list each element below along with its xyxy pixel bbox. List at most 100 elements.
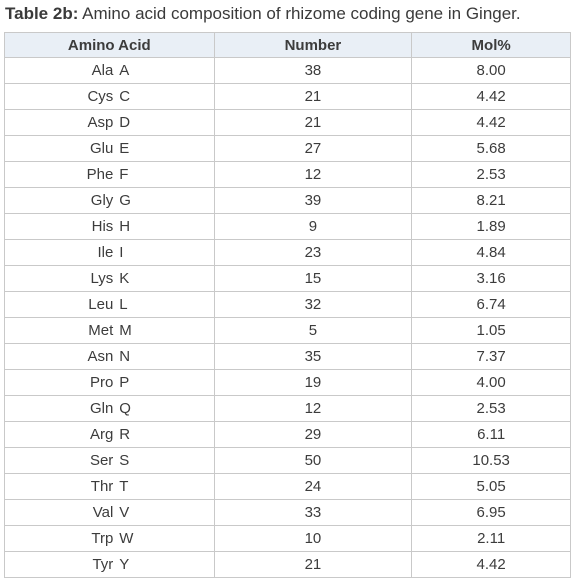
table-row: Gly G 39 8.21 <box>5 188 571 214</box>
table-row: Leu L 32 6.74 <box>5 292 571 318</box>
cell-mol-percent: 8.00 <box>412 58 571 84</box>
amino-acid-code: S <box>119 452 139 469</box>
cell-number: 10 <box>214 526 412 552</box>
cell-amino-acid: Pro P <box>5 370 215 396</box>
table-body: Ala A 38 8.00 Cys C 21 4.42 Asp D 21 4.42 Glu E 27 5.68… <box>5 58 571 578</box>
amino-acid-name: Cys <box>79 88 113 105</box>
cell-amino-acid: Asp D <box>5 110 215 136</box>
cell-number: 24 <box>214 474 412 500</box>
amino-acid-code: G <box>119 192 139 209</box>
amino-acid-name: His <box>79 218 113 235</box>
cell-mol-percent: 4.42 <box>412 84 571 110</box>
cell-mol-percent: 8.21 <box>412 188 571 214</box>
amino-acid-name: Pro <box>79 374 113 391</box>
cell-mol-percent: 6.95 <box>412 500 571 526</box>
cell-number: 15 <box>214 266 412 292</box>
cell-amino-acid: Tyr Y <box>5 552 215 578</box>
amino-acid-name: Val <box>79 504 113 521</box>
amino-acid-name: Tyr <box>79 556 113 573</box>
table-row: Pro P 19 4.00 <box>5 370 571 396</box>
table-caption-label: Table 2b: <box>5 4 78 23</box>
cell-amino-acid: Phe F <box>5 162 215 188</box>
table-row: Glu E 27 5.68 <box>5 136 571 162</box>
cell-mol-percent: 2.53 <box>412 396 571 422</box>
cell-mol-percent: 2.11 <box>412 526 571 552</box>
cell-number: 9 <box>214 214 412 240</box>
amino-acid-name: Gln <box>79 400 113 417</box>
cell-mol-percent: 4.42 <box>412 110 571 136</box>
amino-acid-code: E <box>119 140 139 157</box>
amino-acid-code: I <box>119 244 139 261</box>
cell-amino-acid: Arg R <box>5 422 215 448</box>
amino-acid-name: Gly <box>79 192 113 209</box>
cell-number: 29 <box>214 422 412 448</box>
table-row: Ile I 23 4.84 <box>5 240 571 266</box>
cell-amino-acid: Asn N <box>5 344 215 370</box>
cell-number: 35 <box>214 344 412 370</box>
cell-number: 21 <box>214 552 412 578</box>
amino-acid-code: L <box>119 296 139 313</box>
cell-amino-acid: Lys K <box>5 266 215 292</box>
amino-acid-name: Ser <box>79 452 113 469</box>
cell-mol-percent: 4.84 <box>412 240 571 266</box>
cell-amino-acid: Cys C <box>5 84 215 110</box>
cell-amino-acid: Val V <box>5 500 215 526</box>
cell-number: 12 <box>214 396 412 422</box>
table-row: Met M 5 1.05 <box>5 318 571 344</box>
table-row: Trp W 10 2.11 <box>5 526 571 552</box>
cell-number: 21 <box>214 110 412 136</box>
cell-number: 39 <box>214 188 412 214</box>
table-row: Arg R 29 6.11 <box>5 422 571 448</box>
amino-acid-code: R <box>119 426 139 443</box>
amino-acid-code: A <box>119 62 139 79</box>
cell-number: 19 <box>214 370 412 396</box>
cell-mol-percent: 4.42 <box>412 552 571 578</box>
amino-acid-code: F <box>119 166 139 183</box>
amino-acid-code: Y <box>119 556 139 573</box>
amino-acid-code: Q <box>119 400 139 417</box>
table-caption: Table 2b: Amino acid composition of rhiz… <box>5 3 521 25</box>
amino-acid-name: Phe <box>79 166 113 183</box>
cell-amino-acid: Gly G <box>5 188 215 214</box>
table-row: Phe F 12 2.53 <box>5 162 571 188</box>
table-row: Tyr Y 21 4.42 <box>5 552 571 578</box>
amino-acid-code: K <box>119 270 139 287</box>
amino-acid-code: C <box>119 88 139 105</box>
table-row: Lys K 15 3.16 <box>5 266 571 292</box>
cell-number: 12 <box>214 162 412 188</box>
table-row: Cys C 21 4.42 <box>5 84 571 110</box>
header-number: Number <box>214 33 412 58</box>
cell-number: 21 <box>214 84 412 110</box>
header-mol-percent: Mol% <box>412 33 571 58</box>
cell-mol-percent: 4.00 <box>412 370 571 396</box>
cell-number: 23 <box>214 240 412 266</box>
amino-acid-name: Ile <box>79 244 113 261</box>
amino-acid-name: Asn <box>79 348 113 365</box>
amino-acid-code: P <box>119 374 139 391</box>
cell-number: 33 <box>214 500 412 526</box>
cell-number: 38 <box>214 58 412 84</box>
cell-number: 50 <box>214 448 412 474</box>
amino-acid-name: Thr <box>79 478 113 495</box>
table-row: Gln Q 12 2.53 <box>5 396 571 422</box>
cell-mol-percent: 1.05 <box>412 318 571 344</box>
amino-acid-code: D <box>119 114 139 131</box>
amino-acid-name: Asp <box>79 114 113 131</box>
cell-amino-acid: His H <box>5 214 215 240</box>
amino-acid-name: Leu <box>79 296 113 313</box>
cell-mol-percent: 1.89 <box>412 214 571 240</box>
amino-acid-table: Amino Acid Number Mol% Ala A 38 8.00 Cys C 21 4… <box>4 32 571 578</box>
cell-mol-percent: 5.05 <box>412 474 571 500</box>
cell-amino-acid: Leu L <box>5 292 215 318</box>
amino-acid-code: T <box>119 478 139 495</box>
cell-mol-percent: 6.11 <box>412 422 571 448</box>
cell-mol-percent: 3.16 <box>412 266 571 292</box>
cell-amino-acid: Ile I <box>5 240 215 266</box>
cell-amino-acid: Met M <box>5 318 215 344</box>
cell-amino-acid: Ser S <box>5 448 215 474</box>
cell-mol-percent: 6.74 <box>412 292 571 318</box>
cell-amino-acid: Trp W <box>5 526 215 552</box>
cell-amino-acid: Glu E <box>5 136 215 162</box>
amino-acid-name: Glu <box>79 140 113 157</box>
amino-acid-name: Lys <box>79 270 113 287</box>
